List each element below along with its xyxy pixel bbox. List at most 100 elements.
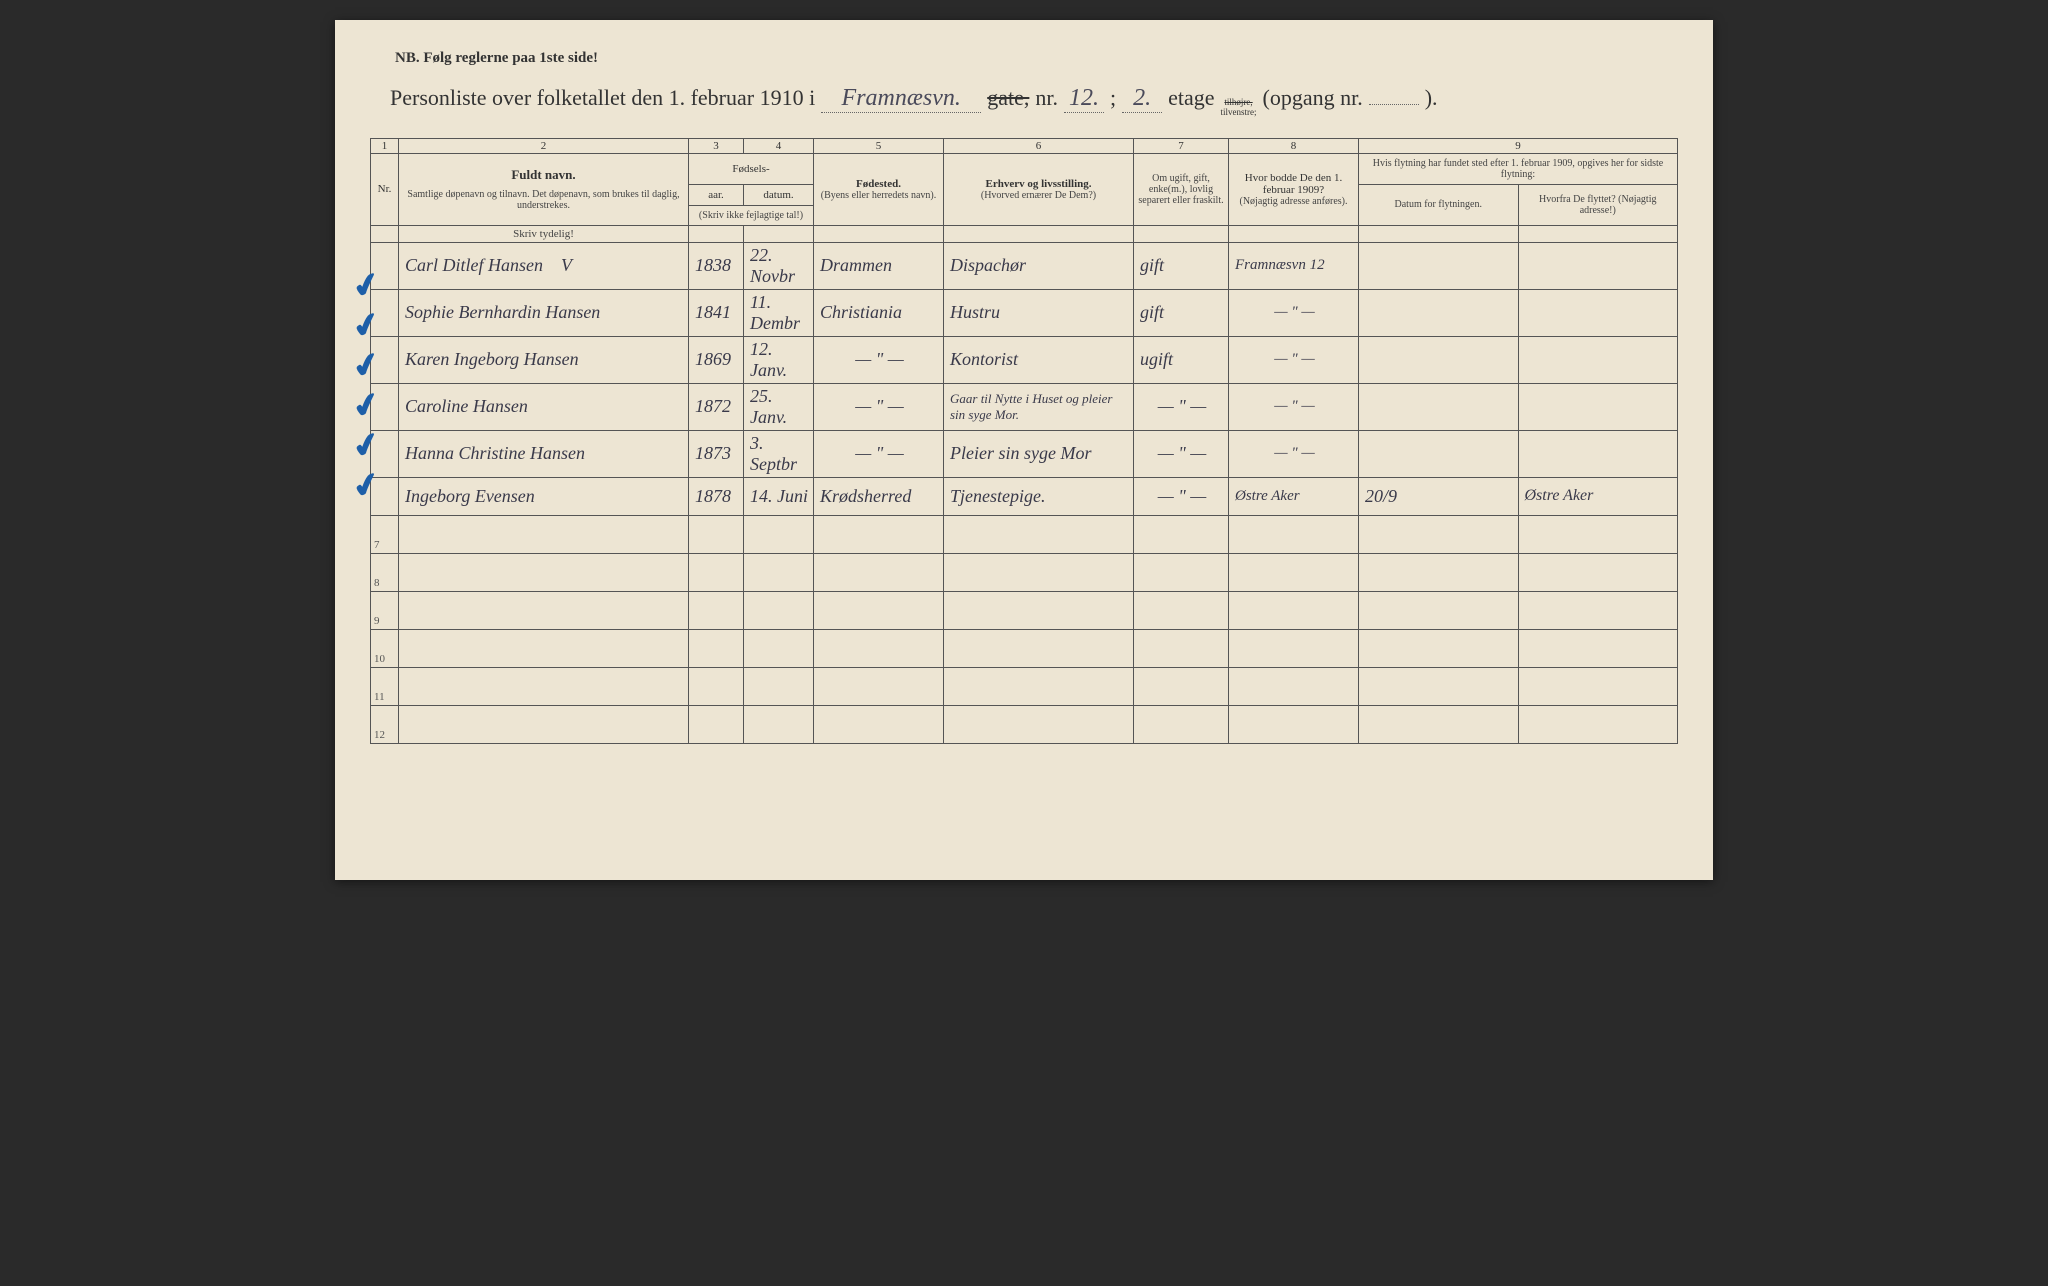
cell-addr: Østre Aker [1229, 477, 1359, 515]
cell-place: Christiania [814, 289, 944, 336]
hdr-move: Hvis flytning har fundet sted efter 1. f… [1359, 153, 1678, 184]
cell-place: Krødsherred [814, 477, 944, 515]
cell-name: Carl Ditlef Hansen V [399, 242, 689, 289]
census-table: 1 2 3 4 5 6 7 8 9 Nr. Fuldt navn. Samtli… [370, 138, 1678, 744]
title-line: Personliste over folketallet den 1. febr… [390, 85, 1678, 118]
title-prefix: Personliste over folketallet den 1. febr… [390, 85, 815, 111]
cell-name: Sophie Bernhardin Hansen [399, 289, 689, 336]
row-nr: 8 [371, 553, 399, 591]
cell-name: Ingeborg Evensen [399, 477, 689, 515]
cell-when [1359, 289, 1519, 336]
cell-place: — " — [814, 383, 944, 430]
table-row: Karen Ingeborg Hansen 1869 12. Janv. — "… [371, 336, 1678, 383]
table-row: 9 [371, 591, 1678, 629]
table-header: 1 2 3 4 5 6 7 8 9 Nr. Fuldt navn. Samtli… [371, 138, 1678, 225]
table-row: Caroline Hansen 1872 25. Janv. — " — Gaa… [371, 383, 1678, 430]
cell-addr: Framnæsvn 12 [1229, 242, 1359, 289]
cell-name: Hanna Christine Hansen [399, 430, 689, 477]
cell-date: 14. Juni [744, 477, 814, 515]
colnum-7: 7 [1134, 138, 1229, 153]
cell-when [1359, 383, 1519, 430]
cell-addr: — " — [1229, 336, 1359, 383]
hdr-place: Fødested. (Byens eller herredets navn). [814, 153, 944, 225]
cell-marital: gift [1134, 289, 1229, 336]
colnum-3: 3 [689, 138, 744, 153]
cell-when [1359, 242, 1519, 289]
colnum-8: 8 [1229, 138, 1359, 153]
hdr-marital: Om ugift, gift, enke(m.), lovlig separer… [1134, 153, 1229, 225]
colnum-1: 1 [371, 138, 399, 153]
gate-strike: gate, [987, 85, 1029, 111]
nr-label: nr. [1035, 85, 1058, 111]
table-row: Hanna Christine Hansen 1873 3. Septbr — … [371, 430, 1678, 477]
table-row: Sophie Bernhardin Hansen 1841 11. Dembr … [371, 289, 1678, 336]
cell-date: 11. Dembr [744, 289, 814, 336]
cell-marital: gift [1134, 242, 1229, 289]
cell-where [1518, 430, 1678, 477]
hdr-year-sub: (Skriv ikke fejlagtige tal!) [689, 205, 814, 225]
hdr-fodsels: Fødsels- [689, 153, 814, 184]
row-nr: 11 [371, 667, 399, 705]
cell-place: — " — [814, 336, 944, 383]
cell-occ: Kontorist [944, 336, 1134, 383]
hdr-year: aar. [689, 184, 744, 205]
street-name: Framnæsvn. [821, 85, 981, 113]
nb-notice: NB. Følg reglerne paa 1ste side! [395, 50, 1678, 67]
cell-where [1518, 336, 1678, 383]
cell-addr: — " — [1229, 289, 1359, 336]
cell-date: 22. Novbr [744, 242, 814, 289]
row-nr: 10 [371, 629, 399, 667]
cell-where [1518, 289, 1678, 336]
hdr-occ: Erhverv og livsstilling. (Hvorved ernære… [944, 153, 1134, 225]
cell-marital: — " — [1134, 477, 1229, 515]
census-page: NB. Følg reglerne paa 1ste side! Personl… [335, 20, 1713, 880]
row-nr: 7 [371, 515, 399, 553]
table-row: 11 [371, 667, 1678, 705]
table-row: Carl Ditlef Hansen V 1838 22. Novbr Dram… [371, 242, 1678, 289]
cell-marital: — " — [1134, 383, 1229, 430]
cell-date: 3. Septbr [744, 430, 814, 477]
table-row: Ingeborg Evensen 1878 14. Juni Krødsherr… [371, 477, 1678, 515]
cell-year: 1841 [689, 289, 744, 336]
cell-name: Caroline Hansen [399, 383, 689, 430]
cell-marital: ugift [1134, 336, 1229, 383]
cell-marital: — " — [1134, 430, 1229, 477]
cell-occ: Dispachør [944, 242, 1134, 289]
table-row: 8 [371, 553, 1678, 591]
colnum-2: 2 [399, 138, 689, 153]
cell-year: 1838 [689, 242, 744, 289]
table-row: 7 [371, 515, 1678, 553]
cell-year: 1869 [689, 336, 744, 383]
cell-year: 1872 [689, 383, 744, 430]
hdr-date: datum. [744, 184, 814, 205]
floor-nr: 2. [1122, 85, 1162, 113]
hdr-when: Datum for flytningen. [1359, 184, 1519, 225]
cell-where: Østre Aker [1518, 477, 1678, 515]
opgang-nr [1369, 104, 1419, 105]
side-options: tilhøjre, tilvenstre; [1221, 98, 1257, 118]
cell-year: 1878 [689, 477, 744, 515]
cell-date: 25. Janv. [744, 383, 814, 430]
hdr-name: Fuldt navn. Samtlige døpenavn og tilnavn… [399, 153, 689, 225]
cell-name: Karen Ingeborg Hansen [399, 336, 689, 383]
cell-place: — " — [814, 430, 944, 477]
row-nr: 9 [371, 591, 399, 629]
hdr-nr: Nr. [371, 153, 399, 225]
opgang-close: ). [1425, 85, 1438, 111]
colnum-9: 9 [1359, 138, 1678, 153]
opgang-label: (opgang nr. [1263, 85, 1363, 111]
cell-place: Drammen [814, 242, 944, 289]
cell-occ: Tjenestepige. [944, 477, 1134, 515]
cell-occ: Gaar til Nytte i Huset og pleier sin syg… [944, 383, 1134, 430]
table-row: 10 [371, 629, 1678, 667]
colnum-5: 5 [814, 138, 944, 153]
colnum-4: 4 [744, 138, 814, 153]
table-row: 12 [371, 705, 1678, 743]
cell-addr: — " — [1229, 430, 1359, 477]
cell-when: 20/9 [1359, 477, 1519, 515]
table-body: Skriv tydelig! Carl Ditlef Hansen V 1838… [371, 225, 1678, 743]
cell-occ: Hustru [944, 289, 1134, 336]
etage-label: etage [1168, 85, 1214, 111]
cell-date: 12. Janv. [744, 336, 814, 383]
colnum-6: 6 [944, 138, 1134, 153]
